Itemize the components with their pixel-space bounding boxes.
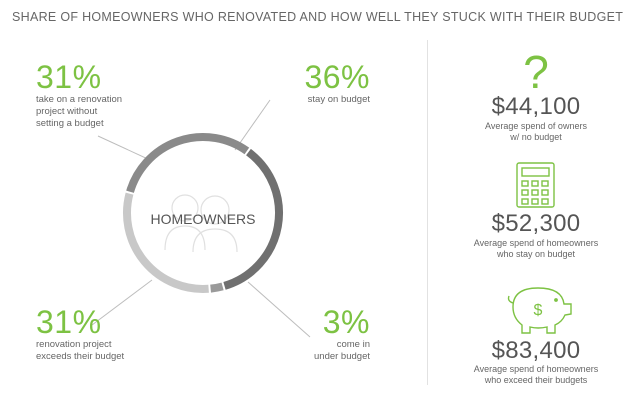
spend-on-budget-value: $52,300 <box>491 210 581 237</box>
donut-slice-under-budget <box>210 282 224 293</box>
spend-on-budget-caption-2: who stay on budget <box>496 249 576 259</box>
stat-exceeds-budget-line2: exceeds their budget <box>36 351 125 362</box>
spend-exceeds-caption-1: Average spend of homeowners <box>473 364 599 374</box>
stat-under-budget: 3% come in under budget <box>250 305 370 363</box>
chart-title: SHARE OF HOMEOWNERS WHO RENOVATED AND HO… <box>12 10 624 24</box>
stat-no-budget-pct: 31% <box>36 59 102 95</box>
connector-bottom-right <box>247 281 311 338</box>
stat-under-budget-pct: 3% <box>322 304 370 340</box>
calculator-icon <box>516 162 555 208</box>
stat-under-budget-line2: under budget <box>314 351 370 362</box>
stat-on-budget: 36% stay on budget <box>250 60 370 106</box>
stat-on-budget-line1: stay on budget <box>307 94 370 105</box>
stat-on-budget-pct: 36% <box>304 59 370 95</box>
center-label: HOMEOWNERS <box>151 211 256 227</box>
column-divider <box>427 40 428 385</box>
question-mark-icon: ? <box>523 46 549 98</box>
connector-top-left <box>97 135 151 161</box>
stat-no-budget-line1: take on a renovation <box>36 94 123 105</box>
spend-no-budget-caption-2: w/ no budget <box>510 132 562 142</box>
spend-on-budget-caption-1: Average spend of homeowners <box>473 238 599 248</box>
svg-text:$: $ <box>534 302 543 319</box>
stat-exceeds-budget-pct: 31% <box>36 304 102 340</box>
stat-exceeds-budget: 31% renovation project exceeds their bud… <box>36 305 124 363</box>
stat-no-budget-line3: setting a budget <box>36 118 104 129</box>
donut-slice-stay-on-budget <box>223 148 283 290</box>
svg-text:?: ? <box>523 46 549 98</box>
piggy-bank-icon: $ <box>507 287 572 334</box>
spend-no-budget-value: $44,100 <box>491 93 581 120</box>
people-icon <box>164 194 238 253</box>
donut-slice-exceeds-budget <box>123 192 209 293</box>
connector-bottom-left <box>91 279 153 326</box>
stat-under-budget-line1: come in <box>336 339 370 350</box>
stat-no-budget-line2: project without <box>36 106 98 117</box>
donut-slices <box>123 133 283 293</box>
stat-no-budget: 31% take on a renovation project without… <box>36 60 122 130</box>
connector-top-right <box>234 99 271 151</box>
stat-exceeds-budget-line1: renovation project <box>36 339 112 350</box>
donut-slice-no-budget <box>126 133 250 193</box>
spend-exceeds-value: $83,400 <box>491 337 581 364</box>
spend-no-budget-caption-1: Average spend of owners <box>485 121 587 131</box>
spend-exceeds-caption-2: who exceed their budgets <box>484 375 588 385</box>
